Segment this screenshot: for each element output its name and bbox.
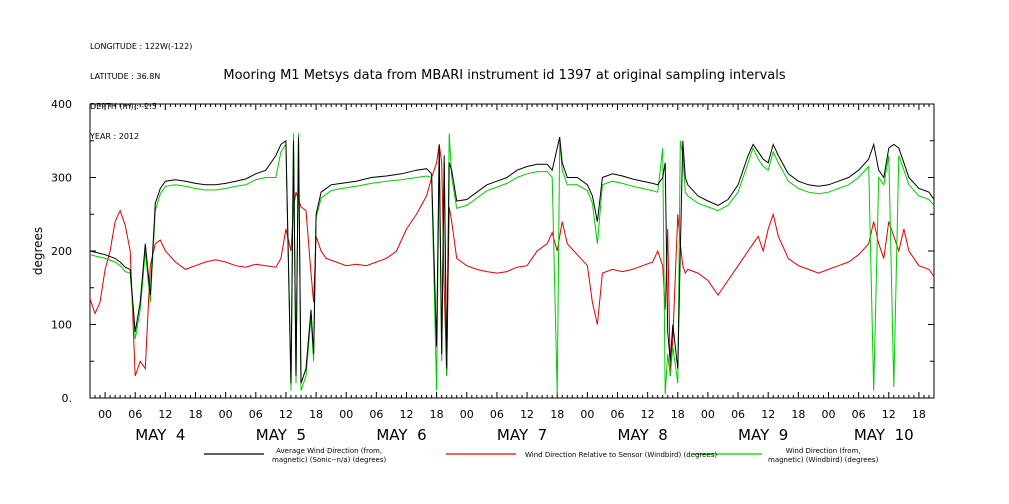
day-label: MAY 8 [617,426,667,444]
x-tick-label: 18 [309,408,323,421]
x-tick-label: 06 [731,408,745,421]
x-tick-label: 06 [611,408,625,421]
x-tick-label: 00 [460,408,474,421]
latitude-label: LATITUDE : 36.8N [90,72,161,81]
day-label: MAY 6 [376,426,426,444]
x-tick-label: 12 [158,408,172,421]
day-label: MAY 9 [738,426,788,444]
day-label: MAY 4 [135,426,185,444]
y-tick-label: 100 [51,319,72,332]
x-tick-label: 00 [580,408,594,421]
x-tick-label: 12 [279,408,293,421]
x-tick-label: 18 [430,408,444,421]
depth-label: DEPTH (m) : -2.5 [90,102,157,111]
legend-label-green: Wind Direction (from, magnetic) (Windbird… [768,447,878,465]
x-tick-label: 18 [550,408,564,421]
y-tick-label: 300 [51,172,72,185]
x-tick-label: 18 [912,408,926,421]
series-line-2 [90,133,934,395]
day-label: MAY 5 [256,426,306,444]
x-tick-label: 00 [98,408,112,421]
longitude-label: LONGITUDE : 122W(-122) [90,42,193,51]
x-tick-label: 12 [761,408,775,421]
x-tick-label: 00 [822,408,836,421]
day-label: MAY 10 [854,426,914,444]
legend-label-red: Wind Direction Relative to Sensor (Windb… [525,451,717,460]
y-tick-label: 200 [51,245,72,258]
year-label: YEAR : 2012 [90,132,140,141]
x-tick-label: 12 [641,408,655,421]
x-tick-label: 12 [882,408,896,421]
x-tick-label: 18 [671,408,685,421]
legend-label-black-text: Average Wind Direction (from, magnetic) (… [272,447,387,464]
x-tick-label: 00 [339,408,353,421]
plot-frame [89,103,935,399]
x-tick-label: 00 [701,408,715,421]
x-tick-label: 06 [852,408,866,421]
x-tick-label: 18 [189,408,203,421]
legend-label-green-text: Wind Direction (from, magnetic) (Windbird… [768,447,879,464]
y-tick-label: 0. [62,392,73,405]
x-tick-label: 12 [520,408,534,421]
x-tick-label: 18 [791,408,805,421]
chart-title: Mooring M1 Metsys data from MBARI instru… [223,68,786,83]
x-tick-label: 00 [219,408,233,421]
series-line-1 [90,144,934,377]
x-tick-label: 06 [490,408,504,421]
legend-label-red-text: Wind Direction Relative to Sensor (Windb… [525,451,718,459]
x-tick-label: 06 [128,408,142,421]
x-tick-label: 06 [249,408,263,421]
x-tick-label: 12 [400,408,414,421]
x-tick-label: 06 [369,408,383,421]
legend-label-black: Average Wind Direction (from, magnetic) (… [272,447,386,465]
day-label: MAY 7 [497,426,547,444]
series-line-0 [90,136,934,384]
metadata-block: LONGITUDE : 122W(-122) LATITUDE : 36.8N … [90,22,192,152]
y-axis-label: degrees [31,227,45,275]
y-tick-label: 400 [51,98,72,111]
